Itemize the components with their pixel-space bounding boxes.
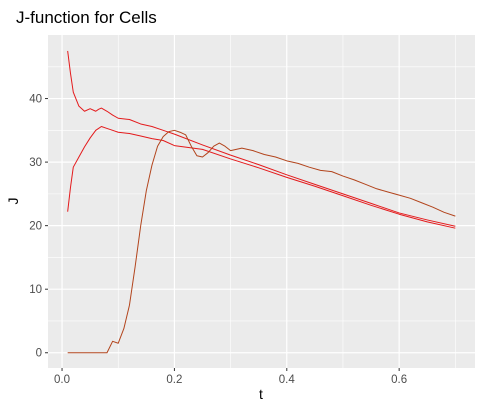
y-tick-label: 20 <box>29 221 42 233</box>
y-tick-label: 40 <box>29 94 42 106</box>
y-axis-ticks: 0 10 20 30 40 <box>29 94 48 360</box>
y-tick-label: 0 <box>36 348 42 360</box>
y-tick-label: 30 <box>29 157 42 169</box>
x-tick-label: 0.6 <box>391 374 407 386</box>
series-line-2 <box>67 126 456 229</box>
y-tick-label: 10 <box>29 284 42 296</box>
x-tick-label: 0.4 <box>279 374 296 386</box>
series-line-3 <box>67 129 456 354</box>
minor-gridlines <box>48 35 475 368</box>
x-axis-title: t <box>259 386 263 402</box>
chart-title: J-function for Cells <box>16 8 157 27</box>
x-tick-label: 0.2 <box>166 374 182 386</box>
x-axis-ticks: 0.0 0.2 0.4 0.6 <box>54 368 407 386</box>
major-gridlines <box>48 35 475 368</box>
y-axis-title: J <box>5 198 21 205</box>
series-lines <box>67 50 456 354</box>
plot-panel <box>48 35 475 368</box>
series-line-1 <box>67 50 456 227</box>
x-tick-label: 0.0 <box>54 374 70 386</box>
